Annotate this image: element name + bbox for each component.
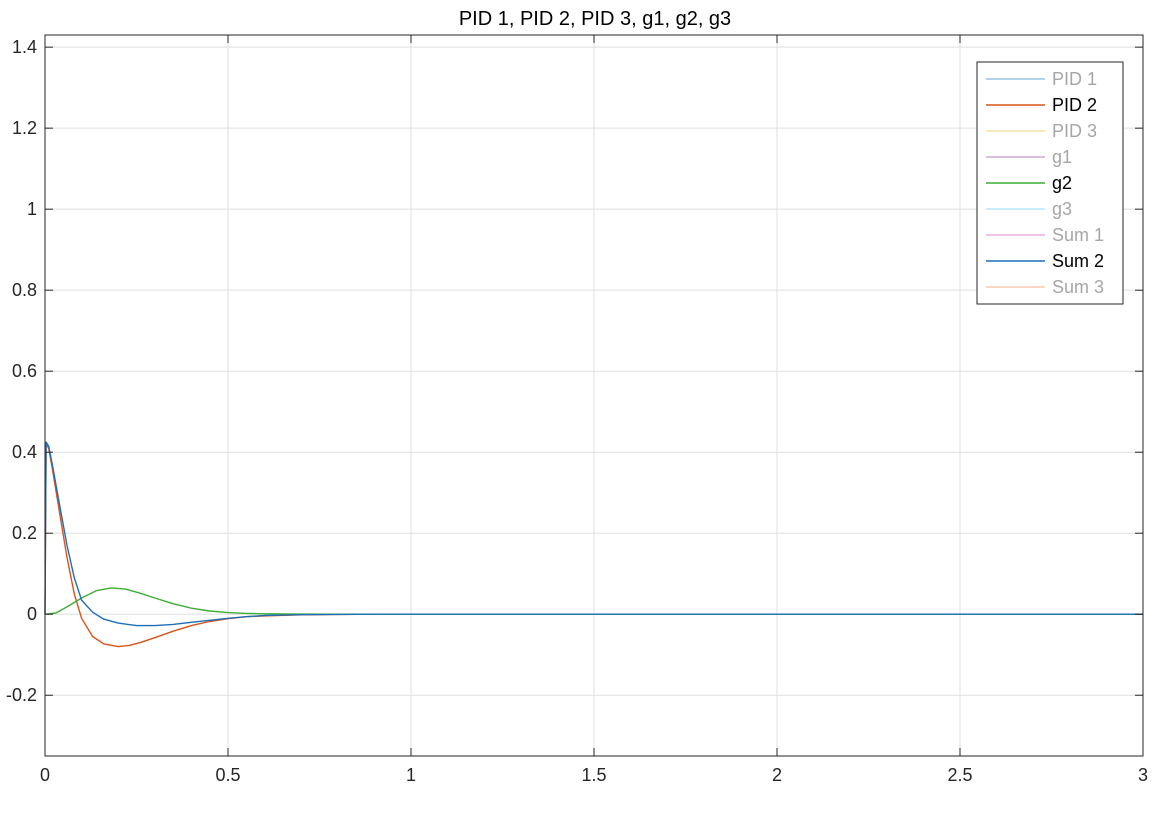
y-tick-label: 1.4 <box>12 37 37 57</box>
x-tick-label: 3 <box>1138 765 1148 785</box>
legend-item-pid-2[interactable]: PID 2 <box>986 95 1097 115</box>
legend-item-sum-2[interactable]: Sum 2 <box>986 251 1104 271</box>
legend-item-sum-1[interactable]: Sum 1 <box>986 225 1104 245</box>
chart-title: PID 1, PID 2, PID 3, g1, g2, g3 <box>459 8 731 30</box>
legend-label: PID 1 <box>1052 69 1097 89</box>
legend-item-sum-3[interactable]: Sum 3 <box>986 277 1104 297</box>
y-tick-label: 0.4 <box>12 442 37 462</box>
legend-label: g1 <box>1052 147 1072 167</box>
legend-label: g3 <box>1052 199 1072 219</box>
legend-label: Sum 3 <box>1052 277 1104 297</box>
plot-area: 0 0.5 1 1.5 2 2.5 3 -0.2 0 0.2 0.4 0.6 0.8 1 1.2 1.4 <box>6 34 1148 785</box>
series-line-sum-2 <box>44 441 1143 627</box>
legend-item-pid-1[interactable]: PID 1 <box>986 69 1097 89</box>
legend-label: g2 <box>1052 173 1072 193</box>
y-tick-label: 0 <box>27 604 37 624</box>
x-tick-label: 0 <box>40 765 50 785</box>
y-tick-label: 1 <box>27 199 37 219</box>
y-tick-label: 1.2 <box>12 118 37 138</box>
y-tick-label: 0.6 <box>12 361 37 381</box>
x-tick-label: 1 <box>406 765 416 785</box>
legend-label: PID 2 <box>1052 95 1097 115</box>
axis-ticks: 0 0.5 1 1.5 2 2.5 3 -0.2 0 0.2 0.4 0.6 0.8 1 1.2 1.4 <box>6 35 1148 785</box>
series-lines <box>44 441 1143 648</box>
y-tick-label: -0.2 <box>6 685 37 705</box>
legend-item-pid-3[interactable]: PID 3 <box>986 121 1097 141</box>
x-tick-label: 2 <box>772 765 782 785</box>
grid-lines <box>44 35 1144 756</box>
legend-label: Sum 1 <box>1052 225 1104 245</box>
x-tick-label: 0.5 <box>215 765 240 785</box>
legend-label: PID 3 <box>1052 121 1097 141</box>
y-tick-label: 0.8 <box>12 280 37 300</box>
legend-label: Sum 2 <box>1052 251 1104 271</box>
x-tick-label: 2.5 <box>947 765 972 785</box>
x-tick-label: 1.5 <box>581 765 606 785</box>
legend-item-g1[interactable]: g1 <box>986 147 1072 167</box>
legend-item-g3[interactable]: g3 <box>986 199 1072 219</box>
y-tick-label: 0.2 <box>12 523 37 543</box>
legend[interactable]: PID 1 PID 2 PID 3 g1 g2 g3 Sum 1 Sum 2 Sum 3 <box>976 61 1124 305</box>
legend-item-g2[interactable]: g2 <box>986 173 1072 193</box>
